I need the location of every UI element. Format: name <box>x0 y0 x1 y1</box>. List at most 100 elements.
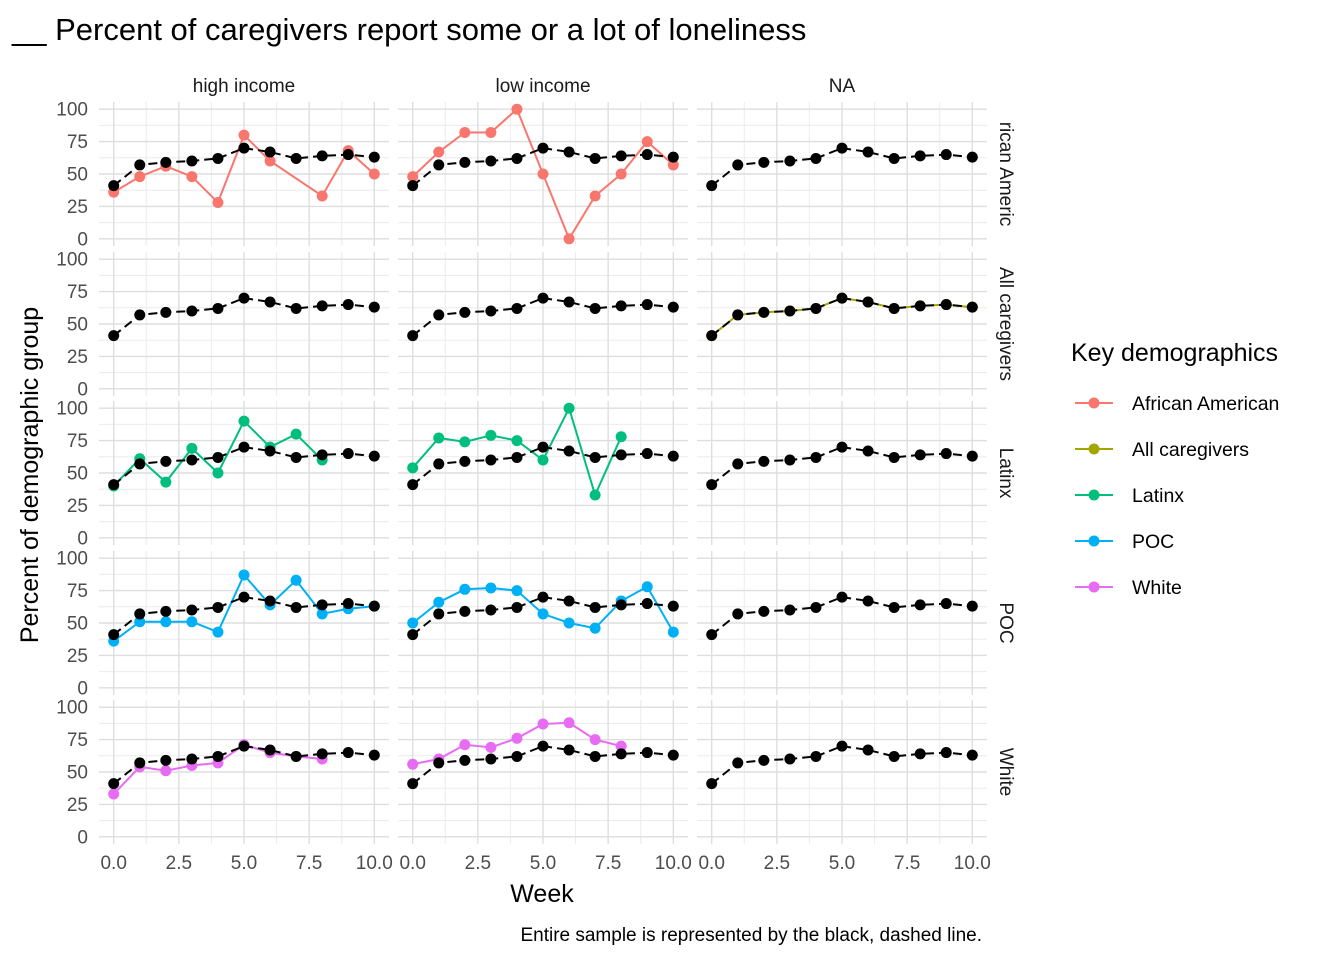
entire-sample-point <box>888 152 900 164</box>
series-point-poc <box>407 617 419 629</box>
series-point-african-american <box>264 155 276 167</box>
x-tick-label: 2.5 <box>764 853 790 874</box>
entire-sample-point <box>238 441 250 453</box>
entire-sample-line <box>113 446 375 486</box>
entire-sample-point <box>238 142 250 154</box>
entire-sample-point <box>940 598 952 610</box>
entire-sample-line <box>113 147 375 187</box>
series-point-poc <box>485 582 497 594</box>
entire-sample-point <box>316 300 328 312</box>
entire-sample-point <box>914 449 926 461</box>
entire-sample-point <box>563 296 575 308</box>
entire-sample-point <box>160 754 172 766</box>
entire-sample-point <box>407 629 419 641</box>
chart-caption: Entire sample is represented by the blac… <box>520 925 982 946</box>
y-tick-label: 100 <box>56 100 88 121</box>
y-tick-label: 75 <box>67 431 88 452</box>
column-strip-na: NA <box>829 76 856 97</box>
entire-sample-point <box>186 305 198 317</box>
panel-grid <box>398 102 688 246</box>
x-tick-label: 2.5 <box>166 853 192 874</box>
entire-sample-line <box>113 745 375 785</box>
x-tick-label: 7.5 <box>894 853 920 874</box>
entire-sample-point <box>589 451 601 463</box>
series-point-white <box>537 718 549 730</box>
x-tick-label: 5.0 <box>829 853 855 874</box>
column-strip-low-income: low income <box>495 76 590 97</box>
entire-sample-point <box>537 591 549 603</box>
y-tick-label: 25 <box>67 197 88 218</box>
x-tick-label: 5.0 <box>530 853 556 874</box>
entire-sample-point <box>758 754 770 766</box>
series-point-poc <box>238 569 250 581</box>
entire-sample-point <box>888 302 900 314</box>
series-point-poc <box>667 626 679 638</box>
y-tick-label: 0 <box>77 528 88 549</box>
entire-sample-point <box>407 479 419 491</box>
entire-sample-point <box>888 451 900 463</box>
panel-grid <box>697 252 987 396</box>
chart-title: __ Percent of caregivers report some or … <box>11 12 806 47</box>
entire-sample-point <box>537 292 549 304</box>
series-point-latinx <box>511 435 523 447</box>
series-point-poc <box>290 574 302 586</box>
entire-sample-point <box>862 744 874 756</box>
series-point-poc <box>316 608 328 620</box>
panel-white-high-income <box>99 700 389 844</box>
entire-sample-point <box>485 155 497 167</box>
entire-sample-point <box>641 598 653 610</box>
legend-key-point <box>1088 581 1100 593</box>
entire-sample-line <box>412 147 674 187</box>
entire-sample-point <box>368 301 380 313</box>
entire-sample-point <box>511 601 523 613</box>
legend-item-poc: POC <box>1075 531 1174 553</box>
entire-sample-line <box>113 596 375 636</box>
entire-sample-point <box>810 152 822 164</box>
y-tick-label: 25 <box>67 795 88 816</box>
entire-sample-point <box>238 740 250 752</box>
legend-key-point <box>1088 535 1100 547</box>
entire-sample-point <box>134 757 146 769</box>
entire-sample-point <box>485 604 497 616</box>
entire-sample-point <box>459 306 471 318</box>
entire-sample-point <box>706 180 718 192</box>
entire-sample-point <box>368 151 380 163</box>
entire-sample-point <box>134 159 146 171</box>
series-point-african-american <box>537 168 549 180</box>
entire-sample-point <box>563 744 575 756</box>
y-tick-label: 75 <box>67 132 88 153</box>
y-tick-label: 50 <box>67 763 88 784</box>
entire-sample-point <box>589 302 601 314</box>
entire-sample-point <box>810 451 822 463</box>
legend-key-point <box>1088 397 1100 409</box>
series-point-african-american <box>368 168 380 180</box>
entire-sample-point <box>290 451 302 463</box>
x-tick-label: 0.0 <box>100 853 126 874</box>
entire-sample-point <box>914 300 926 312</box>
panel-grid <box>697 401 987 545</box>
entire-sample-point <box>615 150 627 162</box>
entire-sample-point <box>862 146 874 158</box>
entire-sample-point <box>706 778 718 790</box>
entire-sample-point <box>433 309 445 321</box>
panel-grid <box>697 700 987 844</box>
entire-sample-point <box>732 757 744 769</box>
entire-sample-point <box>368 600 380 612</box>
legend-label: POC <box>1132 531 1174 553</box>
entire-sample-point <box>511 302 523 314</box>
entire-sample-point <box>511 451 523 463</box>
entire-sample-point <box>160 605 172 617</box>
entire-sample-point <box>667 450 679 462</box>
entire-sample-point <box>186 155 198 167</box>
entire-sample-point <box>264 146 276 158</box>
entire-sample-point <box>134 608 146 620</box>
entire-sample-point <box>589 601 601 613</box>
panel-poc-low-income <box>398 551 688 695</box>
entire-sample-point <box>407 180 419 192</box>
entire-sample-point <box>342 747 354 759</box>
entire-sample-point <box>160 455 172 467</box>
entire-sample-point <box>433 458 445 470</box>
series-point-latinx <box>407 462 419 474</box>
panel-grid <box>697 551 987 695</box>
